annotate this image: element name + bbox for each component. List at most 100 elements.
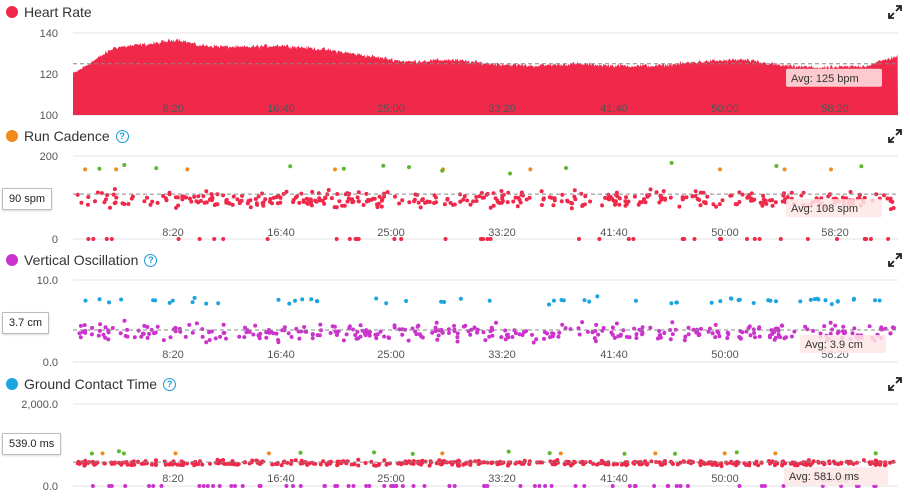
zero-data-point bbox=[233, 484, 237, 488]
data-point bbox=[83, 328, 87, 333]
data-point bbox=[874, 192, 879, 197]
data-point bbox=[335, 192, 340, 196]
data-point bbox=[131, 459, 136, 464]
data-point bbox=[243, 325, 247, 330]
data-point bbox=[818, 331, 823, 336]
data-point bbox=[79, 200, 84, 205]
data-point bbox=[766, 298, 771, 303]
data-point bbox=[735, 202, 739, 207]
data-point bbox=[576, 326, 581, 331]
x-tick-label: 8:20 bbox=[162, 473, 183, 485]
data-point bbox=[744, 329, 749, 334]
data-point bbox=[621, 328, 626, 333]
zero-data-point bbox=[298, 484, 303, 488]
data-point bbox=[83, 462, 88, 467]
data-point bbox=[888, 196, 893, 201]
data-point bbox=[592, 336, 597, 341]
zero-data-point bbox=[719, 237, 724, 241]
x-tick-label: 50:00 bbox=[711, 473, 739, 485]
oscillation-legend-dot bbox=[6, 254, 18, 266]
data-point bbox=[669, 301, 674, 306]
data-point bbox=[335, 463, 340, 468]
data-point bbox=[412, 199, 416, 204]
cadence-label: Run Cadence bbox=[24, 128, 110, 144]
data-point bbox=[204, 189, 209, 194]
data-point bbox=[297, 200, 302, 205]
data-point bbox=[607, 197, 612, 202]
data-point bbox=[163, 462, 168, 467]
data-point bbox=[240, 193, 244, 198]
data-point bbox=[487, 334, 492, 339]
data-point bbox=[617, 202, 622, 207]
data-point bbox=[278, 195, 283, 200]
data-point bbox=[224, 197, 229, 202]
data-point bbox=[321, 459, 326, 464]
data-point bbox=[657, 200, 662, 205]
data-point bbox=[309, 297, 314, 302]
heart-rate-expand-icon[interactable] bbox=[888, 5, 902, 19]
data-point bbox=[384, 301, 389, 306]
data-point bbox=[488, 205, 493, 210]
zero-data-point bbox=[147, 484, 151, 488]
data-point bbox=[210, 195, 215, 200]
oscillation-title: Vertical Oscillation ? bbox=[6, 251, 158, 269]
data-point bbox=[804, 463, 809, 467]
data-point bbox=[753, 335, 757, 340]
x-tick-label: 25:00 bbox=[377, 473, 405, 485]
data-point bbox=[260, 459, 265, 464]
data-point bbox=[550, 334, 555, 339]
data-point bbox=[770, 198, 775, 203]
data-point bbox=[407, 165, 411, 170]
data-point bbox=[693, 189, 698, 194]
data-point bbox=[760, 203, 765, 208]
data-point bbox=[254, 201, 259, 206]
oscillation-chart[interactable]: 10.00.08:20 16:40 25:00 33:20 41:40 50:00 58:2… bbox=[0, 248, 910, 372]
x-tick-label: 8:20 bbox=[162, 103, 183, 115]
contact-help-icon[interactable]: ? bbox=[163, 377, 177, 391]
cadence-title: Run Cadence ? bbox=[6, 127, 129, 145]
x-tick-label: 16:40 bbox=[267, 103, 295, 115]
cadence-expand-icon[interactable] bbox=[888, 129, 902, 143]
heart-rate-chart[interactable]: 140 120 100 8:20 16:40 25:00 33:20 41:40 50:00 58… bbox=[0, 0, 910, 124]
data-point bbox=[161, 194, 166, 198]
data-point bbox=[579, 191, 584, 196]
zero-data-point bbox=[221, 237, 226, 241]
data-point bbox=[828, 331, 833, 336]
contact-expand-icon[interactable] bbox=[888, 377, 902, 391]
oscillation-help-icon[interactable]: ? bbox=[144, 253, 158, 267]
data-point bbox=[112, 201, 117, 206]
data-point bbox=[95, 190, 100, 195]
zero-data-point bbox=[752, 237, 757, 241]
data-point bbox=[114, 195, 119, 200]
data-point bbox=[301, 198, 306, 203]
oscillation-expand-icon[interactable] bbox=[888, 253, 902, 267]
x-tick-label: 41:40 bbox=[600, 349, 628, 361]
data-point bbox=[130, 194, 135, 199]
data-point bbox=[785, 195, 790, 200]
data-point bbox=[185, 167, 190, 172]
data-point bbox=[264, 335, 269, 340]
data-point bbox=[506, 335, 511, 340]
data-point bbox=[515, 204, 520, 209]
data-point bbox=[747, 460, 752, 465]
zero-data-point bbox=[762, 484, 767, 488]
zero-data-point bbox=[582, 484, 587, 488]
data-point bbox=[716, 330, 721, 335]
data-point bbox=[848, 190, 853, 194]
data-point bbox=[317, 196, 322, 201]
data-point bbox=[468, 460, 473, 465]
cadence-chart[interactable]: 200 0 8:20 16:40 25:00 33:20 41:40 50:00 58:20 Av… bbox=[0, 124, 910, 248]
data-point bbox=[668, 337, 673, 342]
data-point bbox=[563, 326, 568, 331]
data-point bbox=[396, 461, 401, 465]
data-point bbox=[729, 296, 734, 301]
data-point bbox=[648, 325, 653, 330]
data-point bbox=[611, 462, 616, 467]
data-point bbox=[770, 203, 775, 208]
contact-chart[interactable]: 2,000.0 0.0 8:20 16:40 25:00 33:20 41:40 50:00 5… bbox=[0, 372, 910, 496]
data-point bbox=[318, 322, 323, 327]
cadence-help-icon[interactable]: ? bbox=[115, 129, 129, 143]
data-point bbox=[493, 196, 498, 201]
data-point bbox=[751, 301, 756, 305]
data-point bbox=[345, 459, 350, 464]
